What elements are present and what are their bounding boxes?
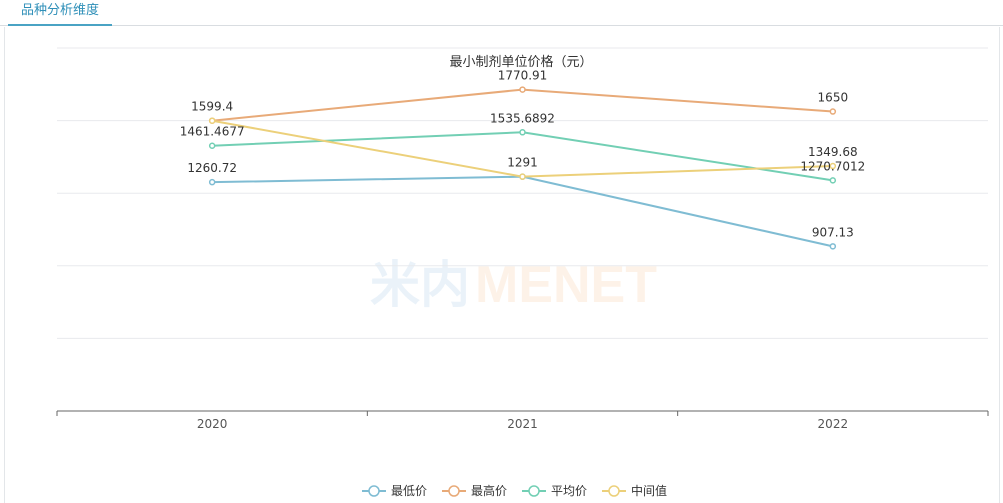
series-point-2-2 [829,177,837,184]
series-point-2-1 [519,129,526,136]
x-axis: 2020 2021 2022 [56,410,989,431]
series-point-1-2 [829,108,837,115]
legend-item-0[interactable]: 最低价 [362,484,427,498]
series-point-3-2 [829,162,837,170]
legend-marker-0 [368,485,380,497]
grid-lines [57,47,988,339]
series-point-0-0 [208,178,216,186]
data-label-2-0: 1461.4677 [180,125,245,139]
legend-label-3: 中间值 [631,483,667,498]
data-label-3-2: 1349.68 [808,145,858,159]
watermark-en: MENET [475,256,657,314]
series-point-3-0 [208,117,216,124]
series-point-2-0 [208,142,216,149]
chart-panel [4,27,1000,503]
legend-marker-3 [608,485,620,497]
legend: 最低价 最高价 平均价 中间值 [362,483,667,498]
data-labels: 1260.72 1291 907.13 1599.4 1770.91 1650 1461.4… [180,69,866,240]
data-label-2-1: 1535.6892 [490,111,555,125]
legend-marker-2 [528,485,540,497]
legend-label-2: 平均价 [551,484,587,498]
legend-label-1: 最高价 [471,483,507,498]
x-tick-label-2020: 2020 [197,417,228,431]
series-point-1-1 [519,86,526,93]
data-label-0-1: 1291 [507,156,538,170]
legend-item-2[interactable]: 平均价 [522,484,587,498]
tab-bar: 品种分析维度 [0,0,1003,26]
data-label-0-0: 1260.72 [187,161,237,175]
data-label-1-1: 1770.91 [498,69,548,83]
data-label-1-2: 1650 [818,91,849,105]
data-label-2-2: 1270.7012 [800,159,865,173]
series-points [208,86,837,250]
series-point-0-2 [829,243,837,250]
legend-marker-1 [448,485,460,497]
series-line-0 [212,175,834,248]
data-label-1-0: 1599.4 [191,100,233,114]
legend-item-1[interactable]: 最高价 [442,483,507,498]
x-tick-label-2022: 2022 [818,417,849,431]
series-point-3-1 [519,173,526,180]
tab-variety-analysis[interactable]: 品种分析维度 [8,0,112,26]
x-tick-label-2021: 2021 [507,417,538,431]
data-label-0-2: 907.13 [812,225,854,239]
chart-title: 最小制剂单位价格（元） [449,54,592,70]
legend-label-0: 最低价 [391,484,427,498]
legend-item-3[interactable]: 中间值 [602,483,667,498]
menet-watermark: 米内 MENET [370,256,657,314]
watermark-cn: 米内 [370,257,470,313]
